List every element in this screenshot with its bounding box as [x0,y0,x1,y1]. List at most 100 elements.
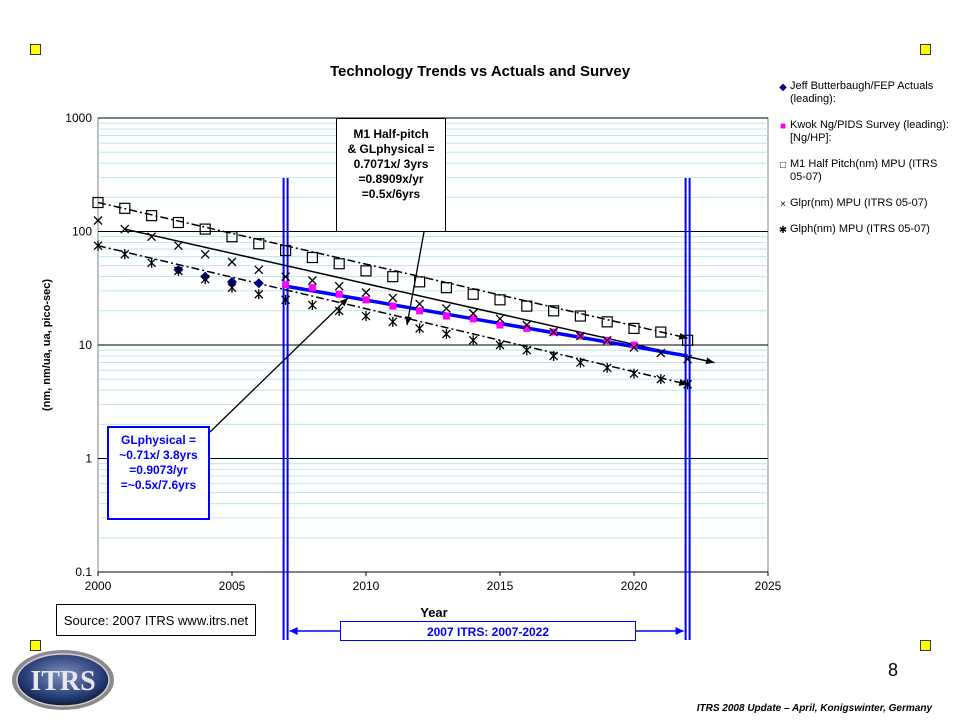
trend-arrow-head [705,357,715,365]
data-point [307,300,317,311]
annotation-line: 0.7071x/ 3yrs [353,157,429,171]
data-point [360,265,372,277]
annotation-pointer [209,297,349,433]
data-point [308,284,316,292]
annotation-line: GLphysical = [120,433,197,447]
data-point [120,249,130,260]
legend-item-glpr: × Glpr(nm) MPU (ITRS 05-07) [778,197,953,210]
legend-item-glph: ✱ Glph(nm) MPU (ITRS 05-07) [778,223,953,236]
x-tick-label: 2010 [353,579,380,593]
y-tick-label: 1000 [65,111,92,125]
trend-line [285,284,688,358]
y-tick-label: 100 [72,225,92,239]
source-note: Source: 2007 ITRS www.itrs.net [56,604,256,636]
legend-item-actuals: ◆ Jeff Butterbaugh/FEP Actuals (leading)… [778,80,953,106]
range-arrow-head [289,627,298,635]
data-point [656,348,666,358]
data-point [147,232,157,242]
data-point [467,288,479,300]
x-tick-label: 2015 [487,579,514,593]
legend-label: M1 Half Pitch(nm) MPU (ITRS 05-07) [790,158,938,183]
annotation-line: & GLphysical = [347,142,435,156]
data-point [199,223,211,235]
legend-label: Jeff Butterbaugh/FEP Actuals (leading): [790,80,934,105]
annotation-line: ~0.71x/ 3.8yrs [119,448,198,462]
gl-annotation-box: GLphysical = ~0.71x/ 3.8yrs =0.9073/yr =… [107,426,210,520]
logo-text: ITRS [30,666,95,697]
data-point [119,202,131,214]
data-point [147,257,157,268]
legend-label: Glph(nm) MPU (ITRS 05-07) [790,223,930,235]
data-point [120,224,130,234]
data-point [469,315,477,323]
corner-marker-bottom-left [30,640,41,651]
data-point [523,324,531,332]
data-point [495,314,505,324]
data-point [468,335,478,346]
data-point [362,296,370,304]
data-point [172,216,184,229]
data-point [522,345,532,356]
data-point [227,282,237,293]
y-tick-label: 10 [79,338,93,352]
data-point [522,320,532,330]
itrs-logo: ITRS [12,650,114,710]
annotation-pointer-head [339,298,348,307]
data-point [227,257,237,267]
annotation-pointer-head [405,316,412,325]
data-point [655,326,667,338]
data-point [93,240,103,251]
data-point [628,322,640,335]
range-arrow-head [675,627,684,635]
data-point [253,278,264,289]
data-point [495,340,505,350]
data-point [361,288,371,297]
data-point [200,274,210,285]
trend-line [97,201,688,339]
data-point [253,238,265,250]
data-point [629,368,639,379]
data-point [496,321,504,329]
data-point [440,282,452,294]
data-point [575,331,585,341]
data-point [656,374,666,385]
data-point [226,231,238,243]
m1-annotation-box: M1 Half-pitch & GLphysical = 0.7071x/ 3y… [336,118,446,232]
annotation-line: =~0.5x/7.6yrs [120,478,197,492]
data-point [335,290,343,298]
data-point [388,293,398,303]
asterisk-marker-icon: ✱ [778,225,788,236]
x-tick-label: 2000 [85,579,112,593]
page-number: 8 [888,660,899,680]
data-point [442,312,450,320]
data-point [441,329,451,340]
data-point [683,379,693,390]
chart-legend: ◆ Jeff Butterbaugh/FEP Actuals (leading)… [778,80,953,249]
annotation-pointer [406,231,425,326]
y-axis-label: (nm, nm/ua, ua, pico-sec) [41,279,53,411]
data-point [361,311,371,322]
data-point [547,305,560,317]
data-point [601,316,613,328]
data-point [307,276,317,285]
data-point [388,316,398,327]
data-point [468,308,478,318]
data-point [574,310,587,322]
x-tick-label: 2005 [219,579,246,593]
y-tick-label: 0.1 [75,565,92,579]
y-tick-label: 1 [85,452,92,466]
trend-arrow-head [678,379,688,386]
legend-item-m1-half-pitch: □ M1 Half Pitch(nm) MPU (ITRS 05-07) [778,158,953,184]
x-tick-label: 2025 [755,579,782,593]
data-point [387,271,399,283]
diamond-marker-icon: ◆ [779,82,787,93]
data-point [200,249,210,259]
data-point [254,289,264,300]
data-point [146,210,158,222]
trend-line [124,228,715,364]
data-point [333,258,345,270]
data-point [494,294,506,306]
data-point [254,265,264,275]
data-point [575,357,585,368]
data-point [334,281,344,291]
